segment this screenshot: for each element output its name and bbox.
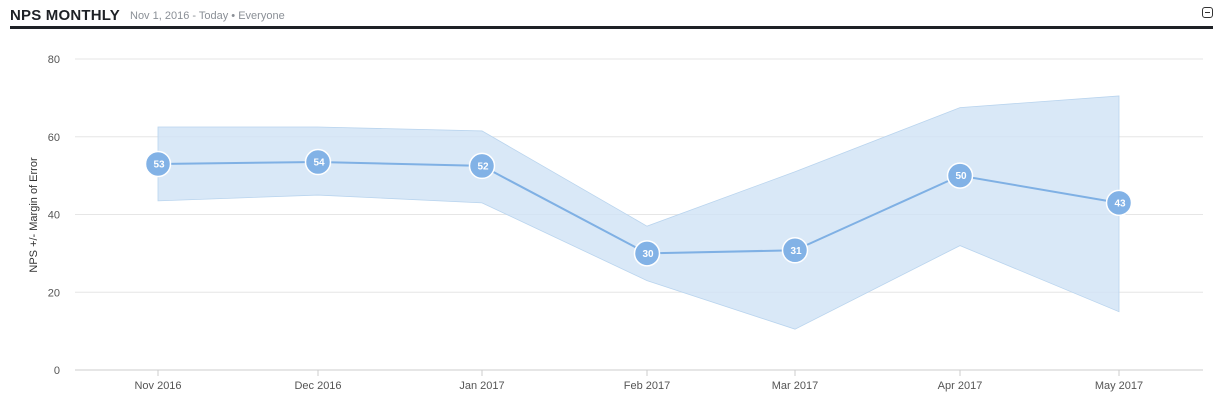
margin-of-error-band <box>157 95 1120 330</box>
x-tick-label: Mar 2017 <box>772 380 818 392</box>
y-tick-label: 40 <box>48 210 60 222</box>
data-point <box>781 237 809 264</box>
y-axis-ticks: 0 20 40 60 80 <box>48 54 60 377</box>
y-tick-label: 60 <box>48 132 60 144</box>
x-tick-label: Feb 2017 <box>624 380 670 392</box>
data-label: 52 <box>477 161 489 172</box>
nps-series: 53 54 52 30 31 50 43 <box>144 148 1133 267</box>
y-tick-label: 80 <box>48 54 60 66</box>
chart-subtitle: Nov 1, 2016 - Today • Everyone <box>130 10 285 22</box>
x-tick-label: Jan 2017 <box>459 380 504 392</box>
x-axis: Nov 2016 Dec 2016 Jan 2017 Feb 2017 Mar 2017… <box>75 369 1203 392</box>
y-tick-label: 20 <box>48 287 60 299</box>
gridlines <box>75 58 1203 293</box>
data-label: 53 <box>153 159 165 170</box>
collapse-icon[interactable] <box>1202 7 1213 18</box>
x-tick-label: Nov 2016 <box>134 380 181 392</box>
data-label: 43 <box>1114 198 1126 209</box>
header-divider <box>10 26 1213 29</box>
data-point <box>946 162 974 189</box>
data-point <box>304 148 332 176</box>
x-tick-label: Apr 2017 <box>938 380 983 392</box>
data-label: 30 <box>642 249 654 260</box>
data-point <box>468 152 496 180</box>
x-tick-label: May 2017 <box>1095 380 1143 392</box>
data-point <box>633 240 661 267</box>
data-point <box>144 150 172 178</box>
chart-title: NPS MONTHLY <box>10 7 120 24</box>
data-label: 54 <box>313 158 325 169</box>
error-band-area <box>157 95 1120 330</box>
chart-header: NPS MONTHLY Nov 1, 2016 - Today • Everyo… <box>10 4 1213 26</box>
data-label: 31 <box>790 246 802 257</box>
data-label: 50 <box>955 171 967 182</box>
x-tick-label: Dec 2016 <box>294 380 341 392</box>
data-point <box>1105 189 1133 217</box>
y-axis-label: NPS +/- Margin of Error <box>28 157 40 273</box>
y-tick-label: 0 <box>54 365 60 377</box>
